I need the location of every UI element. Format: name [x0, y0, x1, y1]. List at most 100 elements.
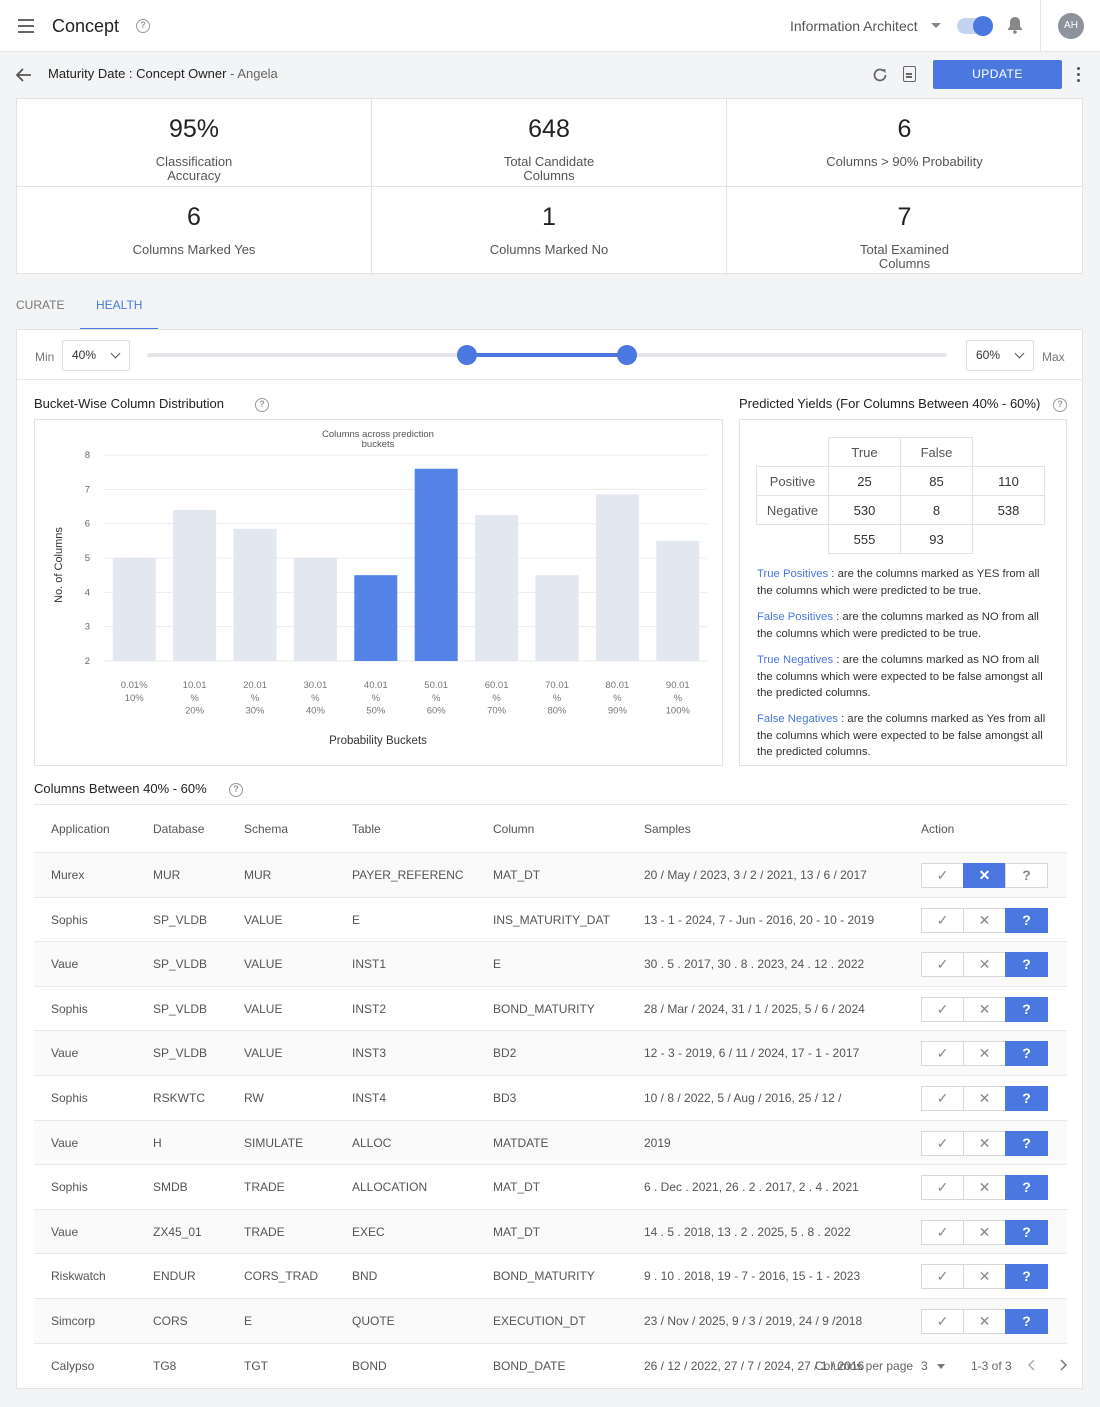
- mark-yes-button[interactable]: ✓: [921, 1219, 964, 1245]
- mark-yes-button[interactable]: ✓: [921, 1086, 964, 1111]
- help-icon[interactable]: ?: [255, 398, 269, 412]
- mark-yes-button[interactable]: ✓: [921, 952, 964, 978]
- mark-no-button[interactable]: ✕: [963, 1175, 1006, 1201]
- mark-no-button[interactable]: ✕: [963, 1041, 1006, 1067]
- stat-total-candidate-columns: 648 Total Candidate Columns: [372, 99, 727, 187]
- mark-unknown-button[interactable]: ?: [1005, 907, 1048, 933]
- menu-icon[interactable]: [18, 19, 34, 33]
- help-icon[interactable]: ?: [229, 783, 243, 797]
- slider-max-handle[interactable]: [617, 345, 637, 365]
- definition-term: True Positives: [757, 568, 829, 580]
- next-page-icon[interactable]: [1059, 1359, 1067, 1371]
- update-button[interactable]: UPDATE: [933, 60, 1062, 89]
- cell-samples: 10 / 8 / 2022, 5 / Aug / 2016, 25 / 12 /: [644, 1091, 842, 1105]
- mark-unknown-button[interactable]: ?: [1005, 1219, 1048, 1245]
- caret-down-icon[interactable]: [937, 1364, 945, 1369]
- mark-yes-button[interactable]: ✓: [921, 1264, 964, 1290]
- cell-table: INST4: [352, 1091, 387, 1105]
- empty-cell: [757, 525, 829, 554]
- mark-yes-button[interactable]: ✓: [921, 1041, 964, 1067]
- slider-min-handle[interactable]: [457, 345, 477, 365]
- mark-yes-button[interactable]: ✓: [921, 1309, 964, 1334]
- mark-unknown-button[interactable]: ?: [1005, 1309, 1048, 1334]
- negative-total: 538: [972, 495, 1045, 525]
- mark-unknown-button[interactable]: ?: [1005, 1130, 1048, 1156]
- help-icon[interactable]: ?: [136, 19, 150, 33]
- refresh-icon[interactable]: [872, 67, 888, 83]
- cell-samples: 6 . Dec . 2021, 26 . 2 . 2017, 2 . 4 . 2…: [644, 1180, 859, 1195]
- cell-table: QUOTE: [352, 1314, 395, 1328]
- prev-page-icon[interactable]: [1028, 1359, 1036, 1371]
- mark-no-button[interactable]: ✕: [963, 996, 1006, 1022]
- row-actions: ✓ ✕?: [921, 1130, 1048, 1156]
- caret-down-icon[interactable]: [931, 23, 941, 28]
- table-row: Murex MUR MUR PAYER_REFERENC MAT_DT 20 / May …: [34, 852, 1067, 897]
- mark-no-button[interactable]: ✕: [963, 907, 1006, 933]
- pagination: Columns per page 3 1-3 of 3: [797, 1353, 1067, 1379]
- app-title: Concept: [52, 16, 120, 36]
- table-row: Riskwatch ENDUR CORS_TRAD BND BOND_MATURITY 9…: [34, 1253, 1067, 1298]
- header-column[interactable]: Column: [493, 822, 535, 836]
- header-schema[interactable]: Schema: [244, 822, 289, 836]
- range-slider[interactable]: [147, 345, 947, 365]
- mark-unknown-button[interactable]: ?: [1005, 1041, 1048, 1067]
- cell-application: Calypso: [51, 1358, 95, 1373]
- mark-no-button[interactable]: ✕: [963, 1219, 1006, 1245]
- header-samples[interactable]: Samples: [644, 822, 691, 836]
- cell-samples: 28 / Mar / 2024, 31 / 1 / 2025, 5 / 6 / …: [644, 1001, 865, 1016]
- mark-unknown-button[interactable]: ?: [1005, 863, 1048, 888]
- cell-samples: 2019: [644, 1135, 671, 1150]
- header-application[interactable]: Application: [51, 822, 110, 836]
- mark-no-button[interactable]: ✕: [963, 1264, 1006, 1290]
- min-select[interactable]: 40%: [62, 340, 130, 371]
- min-label: Min: [35, 350, 55, 364]
- avatar[interactable]: AH: [1058, 13, 1084, 39]
- mark-unknown-button[interactable]: ?: [1005, 1175, 1048, 1201]
- mark-yes-button[interactable]: ✓: [921, 1130, 964, 1156]
- per-page-select[interactable]: 3: [921, 1359, 928, 1373]
- mark-no-button[interactable]: ✕: [963, 1086, 1006, 1111]
- user-menu[interactable]: AH: [1040, 0, 1100, 52]
- mark-no-button[interactable]: ✕: [963, 863, 1006, 888]
- max-select[interactable]: 60%: [966, 340, 1034, 371]
- mark-no-button[interactable]: ✕: [963, 1130, 1006, 1156]
- breadcrumb-owner: Angela: [237, 66, 278, 81]
- cell-column: BD3: [493, 1091, 517, 1105]
- toggle-switch[interactable]: [957, 16, 993, 36]
- mark-yes-button[interactable]: ✓: [921, 1175, 964, 1201]
- top-bar: Concept ? Information Architect AH: [0, 0, 1100, 52]
- mark-no-button[interactable]: ✕: [963, 1309, 1006, 1334]
- mark-unknown-button[interactable]: ?: [1005, 1264, 1048, 1290]
- x-tick-label: 90.01% 100%: [666, 680, 691, 717]
- back-arrow-icon[interactable]: [16, 68, 32, 82]
- stat-label: Total Candidate Columns: [503, 154, 595, 183]
- cell-application: Simcorp: [51, 1314, 96, 1328]
- header-table[interactable]: Table: [352, 822, 381, 836]
- header-database[interactable]: Database: [153, 822, 205, 836]
- mark-yes-button[interactable]: ✓: [921, 996, 964, 1022]
- false-total: 93: [900, 524, 973, 554]
- x-tick-label: 70.01% 80%: [545, 680, 569, 717]
- bell-icon[interactable]: [1007, 16, 1023, 34]
- mark-no-button[interactable]: ✕: [963, 952, 1006, 978]
- stat-label: Columns > 90% Probability: [826, 154, 983, 169]
- help-icon[interactable]: ?: [1053, 398, 1067, 412]
- y-tick-label: 8: [85, 450, 90, 461]
- mark-unknown-button[interactable]: ?: [1005, 952, 1048, 978]
- mark-unknown-button[interactable]: ?: [1005, 1086, 1048, 1111]
- document-icon[interactable]: [903, 66, 916, 82]
- true-total: 555: [828, 524, 901, 554]
- cell-application: Sophis: [51, 1001, 88, 1016]
- mark-yes-button[interactable]: ✓: [921, 863, 964, 888]
- cell-database: SP_VLDB: [153, 957, 208, 972]
- cell-schema: TRADE: [244, 1180, 285, 1195]
- table-row: Sophis SP_VLDB VALUE E INS_MATURITY_DAT 13 - …: [34, 896, 1067, 942]
- cell-schema: TRADE: [244, 1224, 285, 1239]
- mark-unknown-button[interactable]: ?: [1005, 996, 1048, 1022]
- mark-yes-button[interactable]: ✓: [921, 907, 964, 933]
- row-actions: ✓ ✕?: [921, 907, 1048, 933]
- tab-curate[interactable]: CURATE: [16, 298, 65, 312]
- tab-health[interactable]: HEALTH: [96, 298, 143, 312]
- role-select[interactable]: Information Architect: [790, 18, 918, 34]
- more-options-icon[interactable]: [1077, 67, 1081, 85]
